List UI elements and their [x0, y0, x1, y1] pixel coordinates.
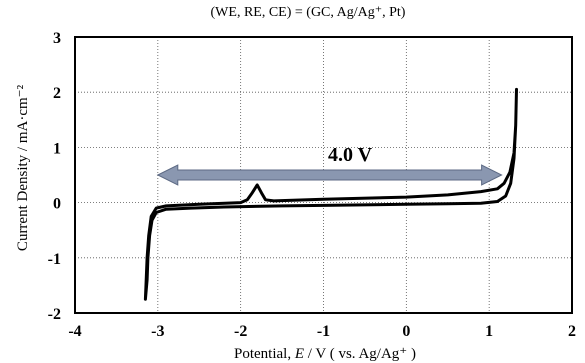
y-tick-label: 0	[53, 196, 61, 213]
y-tick-label: -1	[48, 251, 61, 268]
double-arrow-shape	[156, 164, 503, 186]
y-tick-label: 3	[53, 30, 61, 47]
x-axis-label: Potential, E / V ( vs. Ag/Ag⁺ )	[234, 346, 416, 362]
x-tick-label: -4	[68, 323, 81, 340]
x-tick-labels: -4 -3 -2 -1 0 1 2	[68, 323, 576, 340]
potential-window-arrow	[156, 164, 503, 186]
y-tick-labels: -2 -1 0 1 2 3	[48, 30, 61, 323]
x-tick-label: 0	[402, 323, 410, 340]
y-axis-label: Current Density / mA·cm⁻²	[15, 84, 31, 251]
y-tick-label: -2	[48, 306, 61, 323]
chart-subtitle: (WE, RE, CE) = (GC, Ag/Ag⁺, Pt)	[211, 5, 406, 20]
cv-curve	[143, 87, 518, 301]
potential-window-label: 4.0 V	[328, 144, 373, 166]
y-tick-label: 1	[53, 140, 61, 157]
x-tick-label: 2	[568, 323, 576, 340]
cv-curve-line	[143, 87, 518, 301]
x-tick-label: 1	[485, 323, 493, 340]
y-tick-label: 2	[53, 85, 61, 102]
x-tick-label: -2	[234, 323, 247, 340]
x-tick-label: -1	[317, 323, 330, 340]
x-tick-label: -3	[151, 323, 164, 340]
plot-frame	[74, 36, 573, 314]
